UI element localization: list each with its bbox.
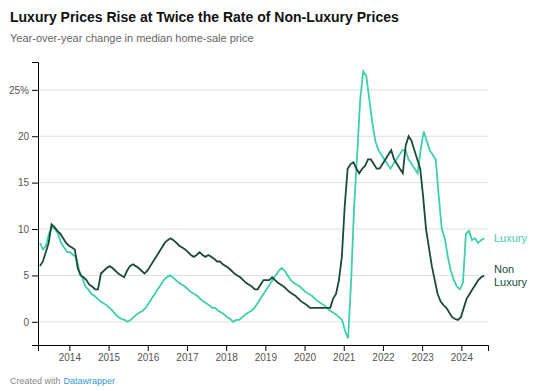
tick-label: 2021 — [333, 352, 356, 363]
title: Luxury Prices Rise at Twice the Rate of … — [10, 9, 399, 25]
grid-line — [38, 89, 488, 90]
tick: 2015 — [98, 345, 121, 363]
tick-mark — [383, 345, 384, 351]
tick-label: 15 — [18, 177, 30, 188]
footer: Created withDatawrapper — [10, 376, 115, 386]
tick: 2016 — [137, 345, 160, 363]
grid-line — [38, 182, 488, 183]
series-line — [40, 136, 484, 320]
plot: 0510152025%20142015201620172018201920202… — [9, 63, 528, 364]
footer-text: Datawrapper — [64, 376, 116, 386]
chart: Luxury Prices Rise at Twice the Rate of … — [0, 0, 552, 391]
series-label: NonLuxury — [494, 263, 528, 288]
y-axis: 0 5 10 15 20 25% — [9, 63, 39, 346]
tick-mark — [32, 183, 38, 184]
tick-label: 2024 — [451, 352, 474, 363]
tick-mark — [32, 229, 38, 230]
axis-line — [32, 63, 39, 346]
tick-label: 2015 — [98, 352, 121, 363]
series-labels: LuxuryNonLuxury — [494, 232, 528, 288]
tick: 5 — [23, 270, 38, 281]
grid — [38, 90, 488, 322]
tick-label: 2022 — [372, 352, 395, 363]
grid-line — [38, 321, 488, 322]
tick-label: 2016 — [137, 352, 160, 363]
lines — [40, 71, 484, 338]
tick-mark — [32, 322, 38, 323]
tick-label: 2023 — [412, 352, 435, 363]
grid-line — [38, 136, 488, 137]
tick-mark — [305, 345, 306, 351]
tick: 15 — [18, 177, 38, 188]
tick-label: 20 — [18, 131, 30, 142]
tick-mark — [109, 345, 110, 351]
tick-mark — [461, 345, 462, 351]
tick-label: 2020 — [294, 352, 317, 363]
footer-text: Created with — [10, 376, 61, 386]
tick: 25% — [9, 85, 38, 96]
tick: 2020 — [294, 345, 317, 363]
subtitle: Year-over-year change in median home-sal… — [10, 32, 254, 44]
tick-label: 5 — [23, 270, 29, 281]
tick: 0 — [23, 317, 38, 328]
tick-label: 2014 — [59, 352, 82, 363]
tick: 2018 — [216, 345, 239, 363]
tick-label: 2019 — [255, 352, 278, 363]
tick-mark — [32, 275, 38, 276]
tick-mark — [422, 345, 423, 351]
tick-label: 2017 — [176, 352, 199, 363]
tick: 10 — [18, 224, 38, 235]
series-label-line: Luxury — [494, 276, 528, 288]
tick-label: 25% — [9, 85, 29, 96]
series-label-line: Luxury — [494, 232, 528, 244]
tick-label: 2018 — [216, 352, 239, 363]
tick-mark — [344, 345, 345, 351]
tick: 2023 — [412, 345, 435, 363]
tick: 2019 — [255, 345, 278, 363]
tick: 2021 — [333, 345, 356, 363]
tick: 20 — [18, 131, 38, 142]
series-label: Luxury — [494, 232, 528, 244]
tick: 2017 — [176, 345, 199, 363]
tick-mark — [32, 136, 38, 137]
tick: 2024 — [451, 345, 474, 363]
tick: 2014 — [59, 345, 82, 363]
tick-label: 0 — [23, 317, 29, 328]
tick-mark — [265, 345, 266, 351]
grid-line — [38, 275, 488, 276]
grid-line — [38, 229, 488, 230]
axis-line — [39, 346, 489, 352]
x-axis: 2014 2015 2016 2017 2018 2019 2020 2021 2022 2023… — [39, 345, 489, 363]
series-label-line: Non — [494, 263, 514, 275]
tick-mark — [32, 90, 38, 91]
tick-mark — [148, 345, 149, 351]
tick-mark — [226, 345, 227, 351]
tick-mark — [187, 345, 188, 351]
tick: 2022 — [372, 345, 395, 363]
series-line — [40, 71, 484, 338]
tick-label: 10 — [18, 224, 30, 235]
tick-mark — [69, 345, 70, 351]
